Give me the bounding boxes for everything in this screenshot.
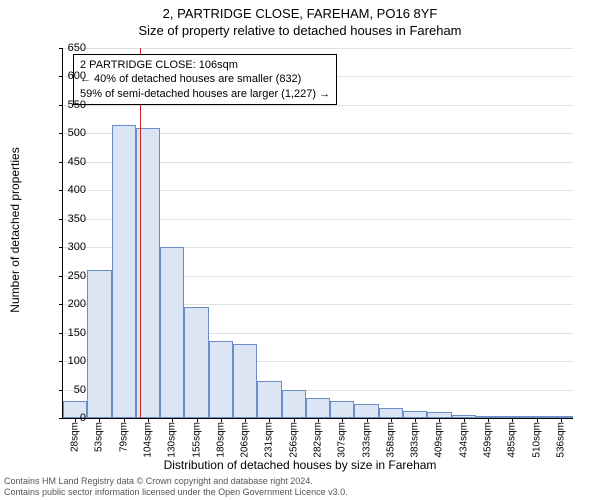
y-tick-label: 600: [46, 70, 86, 82]
histogram-bar: [160, 247, 184, 418]
y-tick-label: 300: [46, 241, 86, 253]
histogram-bar: [282, 390, 306, 418]
x-tick-label: 79sqm: [118, 422, 129, 452]
x-axis-label: Distribution of detached houses by size …: [0, 458, 600, 472]
footer-line-1: Contains HM Land Registry data © Crown c…: [4, 476, 348, 487]
y-tick-label: 350: [46, 213, 86, 225]
histogram-bar: [379, 408, 403, 418]
y-tick-label: 150: [46, 327, 86, 339]
y-tick-label: 100: [46, 355, 86, 367]
x-tick-label: 333sqm: [361, 422, 372, 458]
y-tick-label: 650: [46, 42, 86, 54]
x-tick-label: 256sqm: [288, 422, 299, 458]
footer-line-2: Contains public sector information licen…: [4, 487, 348, 498]
histogram-bar: [257, 381, 281, 418]
histogram-bar: [209, 341, 233, 418]
histogram-bar: [306, 398, 330, 418]
histogram-bar: [87, 270, 111, 418]
x-tick-label: 155sqm: [191, 422, 202, 458]
y-tick-label: 400: [46, 184, 86, 196]
property-info-box: 2 PARTRIDGE CLOSE: 106sqm← 40% of detach…: [73, 54, 337, 105]
y-tick-label: 500: [46, 127, 86, 139]
histogram-bar: [112, 125, 136, 418]
histogram-bar: [233, 344, 257, 418]
x-tick-label: 104sqm: [143, 422, 154, 458]
x-tick-label: 383sqm: [410, 422, 421, 458]
histogram-bar: [354, 404, 378, 418]
x-tick-label: 485sqm: [507, 422, 518, 458]
x-tick-label: 358sqm: [385, 422, 396, 458]
y-axis-label: Number of detached properties: [8, 147, 22, 312]
histogram-chart: 28sqm53sqm79sqm104sqm130sqm155sqm180sqm2…: [62, 48, 573, 419]
x-tick-label: 180sqm: [215, 422, 226, 458]
histogram-bar: [330, 401, 354, 418]
histogram-bar: [403, 411, 427, 418]
y-tick-label: 250: [46, 270, 86, 282]
x-tick-label: 409sqm: [434, 422, 445, 458]
info-box-line: ← 40% of detached houses are smaller (83…: [80, 72, 330, 86]
y-tick-label: 0: [46, 412, 86, 424]
x-tick-label: 307sqm: [337, 422, 348, 458]
x-tick-label: 206sqm: [240, 422, 251, 458]
y-tick-label: 450: [46, 156, 86, 168]
x-tick-label: 459sqm: [483, 422, 494, 458]
x-tick-label: 231sqm: [264, 422, 275, 458]
x-tick-label: 510sqm: [531, 422, 542, 458]
x-tick-label: 130sqm: [167, 422, 178, 458]
y-tick-label: 550: [46, 99, 86, 111]
x-tick-label: 28sqm: [70, 422, 81, 452]
x-tick-label: 53sqm: [94, 422, 105, 452]
footer-credits: Contains HM Land Registry data © Crown c…: [4, 476, 348, 498]
x-tick-label: 536sqm: [555, 422, 566, 458]
y-tick-label: 50: [46, 384, 86, 396]
x-tick-label: 434sqm: [458, 422, 469, 458]
y-tick-label: 200: [46, 298, 86, 310]
histogram-bar: [184, 307, 208, 418]
chart-subtitle: Size of property relative to detached ho…: [0, 23, 600, 40]
address-title: 2, PARTRIDGE CLOSE, FAREHAM, PO16 8YF: [0, 0, 600, 23]
x-tick-label: 282sqm: [313, 422, 324, 458]
info-box-line: 59% of semi-detached houses are larger (…: [80, 87, 330, 101]
info-box-line: 2 PARTRIDGE CLOSE: 106sqm: [80, 58, 330, 72]
